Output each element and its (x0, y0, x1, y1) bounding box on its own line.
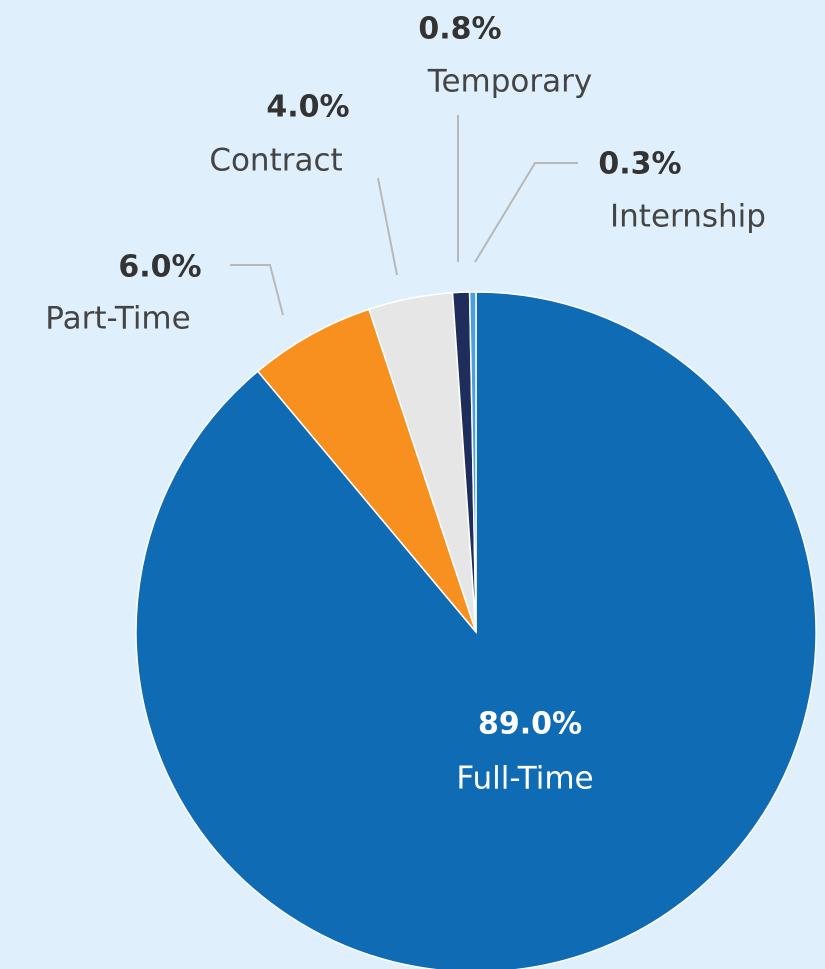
data-label: 6.0% (118, 250, 201, 285)
pie-slice (468, 291, 477, 633)
category-label: Part-Time (45, 301, 190, 337)
leader-line (474, 162, 578, 263)
data-label: 89.0% (478, 707, 582, 742)
data-label: 0.3% (598, 147, 681, 182)
leader-line (377, 177, 398, 276)
category-label: Temporary (427, 64, 592, 100)
data-label: 4.0% (266, 90, 349, 125)
category-label: Internship (610, 199, 766, 235)
leader-line (230, 264, 284, 316)
category-label: Full-Time (456, 761, 593, 797)
category-label: Contract (209, 143, 342, 179)
data-label: 0.8% (418, 12, 501, 47)
pie-slice (256, 308, 477, 633)
